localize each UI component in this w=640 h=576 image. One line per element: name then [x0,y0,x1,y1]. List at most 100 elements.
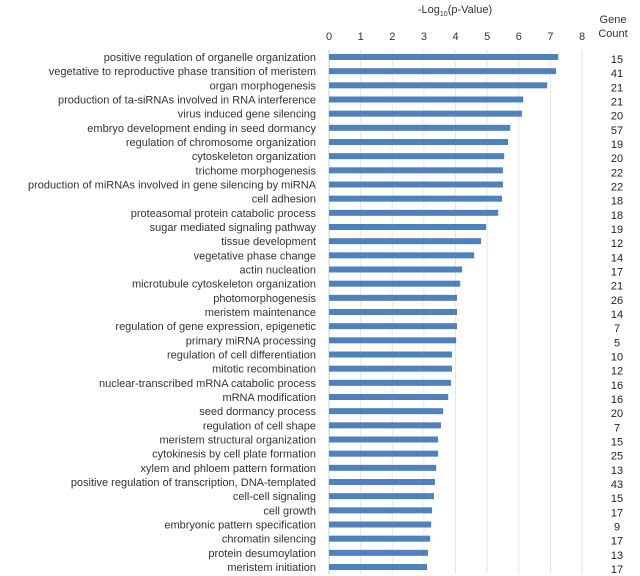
category-label: proteasomal protein catabolic process [131,208,317,220]
gene-count-value: 16 [611,380,623,392]
bar [329,68,557,75]
x-tick-label: 0 [326,31,332,43]
gene-count-value: 18 [611,210,623,222]
category-label: regulation of cell shape [203,420,316,432]
bar [329,266,463,273]
category-label: meristem maintenance [205,307,316,319]
x-tick-label: 2 [389,31,395,43]
category-label: microtubule cytoskeleton organization [132,279,316,291]
gene-count-value: 17 [611,564,623,576]
category-label: sugar mediated signaling pathway [150,222,317,234]
category-label: nuclear-transcribed mRNA catabolic proce… [99,378,317,390]
gene-count-header-line1: Gene [600,14,627,26]
gene-count-value: 7 [614,422,620,434]
category-label: actin nucleation [240,265,316,277]
category-label: meristem structural organization [159,435,316,447]
gene-count-value: 19 [611,224,623,236]
gene-count-value: 19 [611,139,623,151]
gene-count-value: 12 [611,238,623,250]
bar [329,549,428,556]
gene-count-value: 17 [611,267,623,279]
category-label: vegetative to reproductive phase transit… [49,66,316,78]
gene-count-value: 20 [611,408,623,420]
bar [329,535,431,542]
bars [329,54,559,570]
x-tick-label: 3 [421,31,427,43]
gene-count-value: 12 [611,366,623,378]
bar [329,493,434,500]
x-ticks: 0 1 2 3 4 5 6 7 8 [326,31,585,43]
bar [329,309,458,315]
bar [329,82,548,89]
bar [329,337,457,344]
gene-count-value: 41 [611,68,623,80]
bar [329,195,502,202]
category-label: protein desumoylation [208,548,316,560]
bar [329,294,458,301]
category-label: trichome morphogenesis [196,165,317,177]
x-tick-label: 1 [358,31,364,43]
bar [329,521,432,528]
bar [329,436,439,443]
category-label: cell growth [263,505,316,517]
category-labels: positive regulation of organelle organiz… [28,52,317,574]
category-label: primary miRNA processing [186,335,316,347]
bar [329,224,487,230]
category-label: virus induced gene silencing [178,109,316,121]
gene-count-value: 43 [611,479,623,491]
bar [329,479,435,485]
gene-count-value: 21 [611,82,623,94]
gene-count-header-line2: Count [598,28,627,40]
category-label: regulation of cell differentiation [167,350,316,362]
category-label: chromatin silencing [222,534,316,546]
bar [329,209,499,216]
category-label: meristem initiation [227,562,316,574]
category-label: organ morphogenesis [210,80,317,92]
bar [329,124,511,131]
x-axis-label: -Log10(p-Value) [418,4,492,18]
gene-counts: 1541212120571920222218181912141721261475… [611,54,623,576]
category-label: embryo development ending in seed dorman… [87,123,316,135]
bar [329,450,439,457]
category-label: positive regulation of organelle organiz… [104,52,316,64]
bar [329,464,437,471]
bar [329,96,524,103]
gene-count-value: 10 [611,352,623,364]
gene-count-value: 15 [611,437,623,449]
category-label: regulation of chromosome organization [126,137,316,149]
x-axis-label-rest: (p-Value) [448,4,492,16]
gene-count-value: 20 [611,111,623,123]
gene-count-value: 26 [611,295,623,307]
gene-count-value: 18 [611,196,623,208]
gene-count-value: 25 [611,451,623,463]
bar [329,54,559,60]
bar [329,323,458,330]
bar [329,238,482,245]
category-label: xylem and phloem pattern formation [141,463,316,475]
category-label: positive regulation of transcription, DN… [71,477,316,489]
gene-count-value: 21 [611,281,623,293]
bar [329,167,503,174]
gene-count-value: 14 [611,252,623,264]
category-label: regulation of gene expression, epigeneti… [115,321,316,333]
category-label: production of ta-siRNAs involved in RNA … [58,95,316,107]
x-tick-label: 6 [516,31,522,43]
category-label: mitotic recombination [212,364,316,376]
bar [329,365,453,372]
bar [329,139,508,145]
bar [329,422,441,429]
x-axis-label-subscript: 10 [440,11,448,18]
bar [329,564,428,570]
gene-count-value: 14 [611,309,623,321]
gene-count-value: 15 [611,54,623,66]
x-tick-label: 4 [452,31,458,43]
gene-count-value: 20 [611,153,623,165]
bar [329,379,452,386]
category-label: cell-cell signaling [233,491,316,503]
bar [329,110,522,117]
category-label: cytokinesis by cell plate formation [152,449,316,461]
bar [329,280,461,287]
gene-count-value: 9 [614,522,620,534]
gene-count-value: 17 [611,507,623,519]
